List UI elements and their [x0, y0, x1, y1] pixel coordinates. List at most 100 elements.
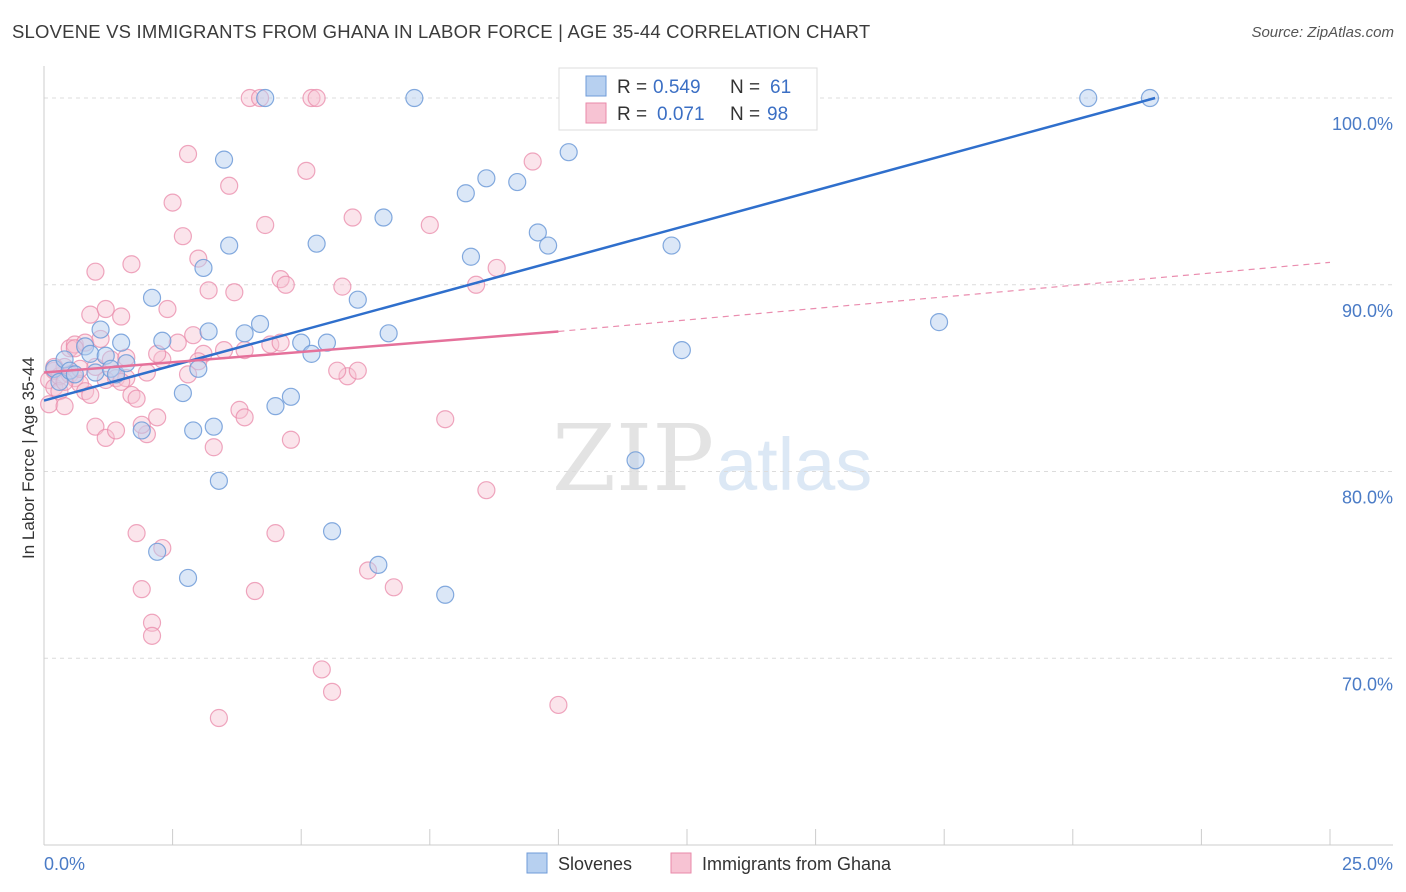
slovenes-point: [369, 555, 388, 574]
legend-label-ghana: Immigrants from Ghana: [702, 854, 892, 874]
ghana-point: [168, 333, 187, 352]
ghana-point: [86, 417, 105, 436]
slovenes-point: [662, 236, 681, 255]
y-tick-label-90: 90.0%: [1342, 301, 1393, 321]
slovenes-point: [559, 143, 578, 162]
ghana-point: [81, 305, 100, 324]
ghana-point: [86, 262, 105, 281]
ghana-point: [384, 578, 403, 597]
ghana-point: [122, 255, 141, 274]
y-tick-label-80: 80.0%: [1342, 488, 1393, 508]
slovenes-point: [148, 542, 167, 561]
ghana-point: [184, 326, 203, 345]
slovenes-point: [91, 320, 110, 339]
stats-legend-swatch-slovenes: [585, 75, 607, 97]
slovenes-point: [436, 585, 455, 604]
ghana-point: [297, 161, 316, 180]
slovenes-point: [117, 354, 136, 373]
ghana-point: [312, 660, 331, 679]
ghana-point: [106, 421, 126, 440]
slovenes-point: [322, 522, 342, 541]
ghana-point: [276, 275, 295, 294]
y-tick-label-70: 70.0%: [1342, 674, 1393, 694]
ghana-point: [148, 408, 167, 427]
slovenes-point: [477, 169, 496, 188]
slovenes-point: [235, 324, 254, 343]
ghana-point: [271, 270, 290, 289]
ghana-point: [338, 367, 357, 386]
slovenes-point: [214, 150, 234, 169]
legend-r-value-2: 0.071: [657, 104, 705, 125]
ghana-point: [163, 193, 182, 212]
slovenes-point: [250, 314, 270, 334]
ghana-point: [333, 277, 352, 296]
source-credit: Source: ZipAtlas.com: [1251, 24, 1394, 41]
stats-legend-swatch-ghana: [585, 102, 607, 124]
slovenes-point: [539, 236, 558, 255]
series-ghana-points: [40, 88, 583, 728]
slovenes-point: [302, 344, 321, 363]
ghana-point: [127, 524, 146, 543]
ghana-point: [523, 152, 542, 171]
ghana-point: [96, 299, 115, 319]
y-tick-labels: 70.0% 80.0% 90.0% 100.0%: [1332, 114, 1393, 694]
series-slovenes-points: [45, 88, 1160, 604]
legend-r-label-2: R =: [617, 104, 647, 125]
ghana-point: [322, 682, 342, 701]
ghana-point: [487, 258, 506, 278]
slovenes-point: [348, 290, 367, 309]
ghana-point: [302, 88, 321, 108]
gridlines: [44, 97, 1393, 659]
slovenes-point: [112, 333, 131, 352]
ghana-point: [199, 281, 218, 300]
slovenes-point: [204, 417, 223, 436]
ghana-point: [436, 410, 455, 429]
slovenes-point: [142, 288, 162, 307]
ghana-point: [55, 397, 74, 416]
legend-n-value-2: 98: [767, 104, 788, 125]
legend-n-value-1: 61: [770, 77, 791, 98]
slovenes-point: [405, 88, 424, 108]
slovenes-point: [153, 331, 172, 350]
slovenes-point: [194, 258, 213, 278]
ghana-point: [328, 361, 347, 380]
y-tick-label-100: 100.0%: [1332, 114, 1393, 134]
slovenes-point: [929, 313, 949, 332]
slovenes-point: [379, 324, 398, 343]
ghana-point: [549, 695, 568, 715]
legend-n-label-2: N =: [730, 104, 760, 125]
chart-title: SLOVENE VS IMMIGRANTS FROM GHANA IN LABO…: [12, 21, 871, 42]
ghana-point: [307, 88, 326, 108]
ghana-point: [245, 581, 265, 601]
ghana-point: [281, 430, 301, 449]
slovenes-point: [1079, 88, 1098, 108]
ghana-point: [477, 481, 496, 500]
slovenes-point: [461, 247, 481, 266]
ghana-point: [112, 307, 131, 326]
axes: [43, 66, 1393, 846]
slovenes-point: [220, 236, 239, 255]
slovenes-point: [374, 208, 393, 227]
y-axis-label: In Labor Force | Age 35-44: [19, 357, 38, 559]
slovenes-point: [266, 397, 285, 416]
ghana-point: [204, 438, 223, 457]
ghana-trend-line: [43, 330, 559, 374]
legend-r-label-1: R =: [617, 77, 647, 98]
slovenes-point: [307, 234, 326, 253]
ghana-point: [225, 283, 244, 302]
slovenes-point: [81, 344, 100, 363]
slovenes-point: [672, 341, 691, 360]
slovenes-trend-line: [43, 96, 1156, 402]
legend-swatch-slovenes: [526, 852, 548, 874]
ghana-point: [266, 524, 285, 543]
slovenes-point: [178, 568, 198, 588]
series-legend: Slovenes Immigrants from Ghana: [526, 852, 892, 874]
slovenes-point: [50, 372, 69, 391]
slovenes-point: [184, 421, 203, 440]
ghana-point: [256, 215, 275, 235]
slovenes-point: [1140, 88, 1160, 108]
ghana-point: [127, 389, 146, 408]
legend-n-label-1: N =: [730, 77, 760, 98]
slovenes-point: [132, 421, 151, 440]
